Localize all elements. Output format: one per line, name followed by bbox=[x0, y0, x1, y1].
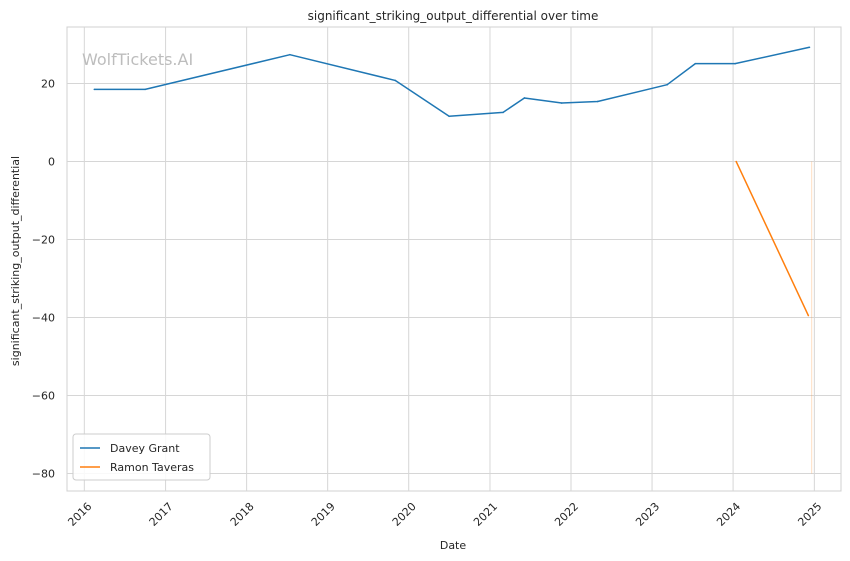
data-point bbox=[596, 100, 599, 103]
data-point bbox=[734, 62, 736, 65]
y-tick-label: −40 bbox=[32, 311, 55, 324]
y-tick-label: 20 bbox=[41, 78, 55, 91]
x-tick-label: 2016 bbox=[65, 500, 94, 529]
x-tick-label: 2022 bbox=[552, 500, 581, 529]
x-tick-label: 2019 bbox=[309, 500, 338, 529]
x-tick-label: 2023 bbox=[633, 500, 662, 529]
x-tick-label: 2025 bbox=[795, 500, 824, 529]
series-line-1 bbox=[735, 161, 810, 316]
data-point bbox=[93, 88, 96, 91]
y-tick-label: −80 bbox=[32, 467, 55, 480]
y-axis-title: significant_striking_output_differential bbox=[9, 156, 22, 366]
y-tick-label: 0 bbox=[48, 156, 55, 169]
data-point bbox=[735, 160, 738, 163]
data-point bbox=[560, 102, 563, 104]
data-point bbox=[394, 79, 396, 82]
legend-label: Ramon Taveras bbox=[110, 461, 194, 474]
data-point bbox=[807, 314, 810, 317]
x-tick-label: 2017 bbox=[147, 500, 176, 529]
x-tick-label: 2024 bbox=[714, 500, 743, 529]
data-point bbox=[666, 83, 668, 86]
legend-box bbox=[72, 433, 211, 481]
x-tick-label: 2021 bbox=[471, 500, 500, 529]
data-point bbox=[694, 62, 697, 65]
y-tick-label: −20 bbox=[32, 234, 55, 247]
data-point bbox=[448, 115, 450, 118]
legend: Davey Grant Ramon Taveras bbox=[72, 433, 211, 481]
data-point bbox=[523, 97, 526, 99]
x-tick-label: 2018 bbox=[228, 500, 257, 529]
y-tick-label: −60 bbox=[32, 389, 55, 402]
watermark-text: WolfTickets.AI bbox=[82, 50, 193, 69]
data-point bbox=[502, 111, 504, 114]
data-point bbox=[808, 46, 811, 49]
x-tick-label: 2020 bbox=[390, 500, 419, 529]
legend-label: Davey Grant bbox=[110, 442, 180, 455]
data-point bbox=[289, 53, 291, 56]
plot-frame bbox=[66, 26, 842, 492]
data-point bbox=[144, 88, 146, 91]
plot-area: WolfTickets.AI Davey Grant Ramon Taveras bbox=[66, 26, 842, 492]
x-axis-title: Date bbox=[440, 539, 467, 552]
chart-title: significant_striking_output_differential… bbox=[308, 9, 599, 23]
